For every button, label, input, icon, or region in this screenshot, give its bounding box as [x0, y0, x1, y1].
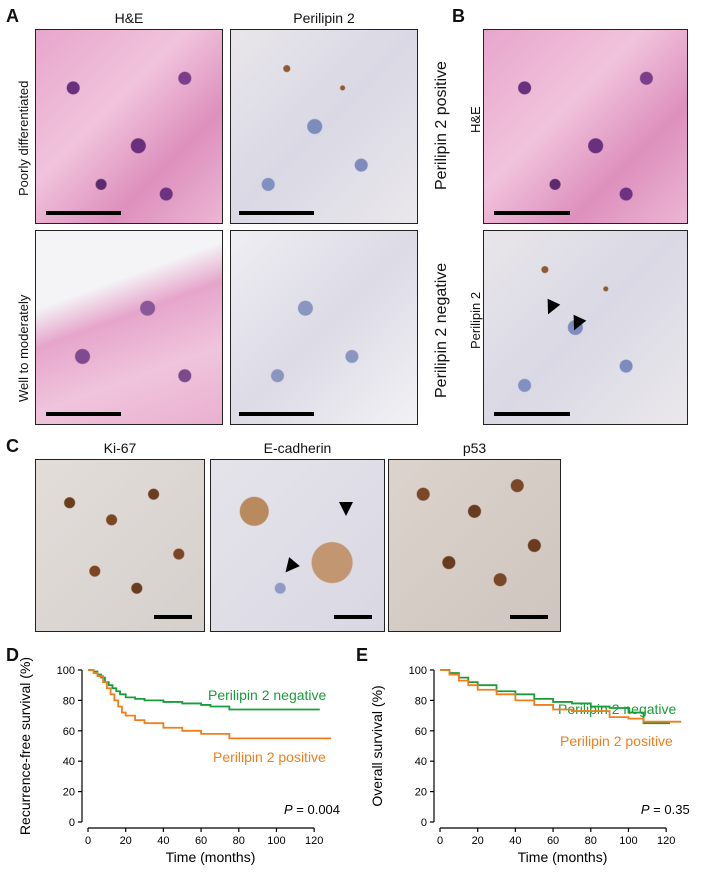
row-label-he: H&E — [468, 106, 483, 133]
x-tick-label: 0 — [437, 835, 443, 847]
y-tick-label: 20 — [63, 787, 75, 799]
perilipin-well-image — [230, 230, 418, 425]
x-tick-label: 100 — [267, 835, 285, 847]
y-tick-label: 80 — [415, 695, 427, 707]
arrowhead-icon — [280, 557, 300, 577]
y-tick-label: 20 — [415, 787, 427, 799]
p53-heading: p53 — [462, 440, 487, 456]
series-label-positive: Perilipin 2 positive — [560, 733, 673, 749]
series-label-negative: Perilipin 2 negative — [558, 701, 677, 717]
panel-a-letter: A — [6, 6, 19, 26]
row-label-well: Well to moderately — [16, 294, 31, 402]
x-tick-label: 40 — [157, 835, 169, 847]
he-poorly-image — [35, 29, 223, 224]
series-line-positive — [440, 669, 682, 723]
scale-bar — [239, 211, 314, 215]
x-tick-label: 40 — [509, 835, 521, 847]
panel-b-letter: B — [452, 6, 465, 26]
ki67-image — [35, 459, 205, 632]
arrowhead-icon — [541, 298, 561, 318]
x-tick-label: 20 — [120, 835, 132, 847]
panel-d-letter: D — [6, 645, 19, 665]
y-axis-label: Recurrence-free survival (%) — [17, 657, 33, 835]
series-label-negative: Perilipin 2 negative — [208, 687, 327, 703]
y-tick-label: 80 — [63, 695, 75, 707]
y-tick-label: 40 — [63, 756, 75, 768]
series-line-positive — [88, 669, 332, 740]
x-tick-label: 20 — [472, 835, 484, 847]
scale-bar — [154, 615, 192, 619]
p53-image — [388, 459, 561, 632]
x-axis-label: Time (months) — [166, 849, 256, 865]
p-value-label: P = 0.35 — [641, 802, 690, 817]
label-perilipin-positive: Perilipin 2 positive — [433, 61, 450, 190]
scale-bar — [494, 412, 570, 416]
x-tick-label: 120 — [305, 835, 323, 847]
x-tick-label: 100 — [619, 835, 637, 847]
x-tick-label: 0 — [85, 835, 91, 847]
scale-bar — [239, 412, 314, 416]
scale-bar — [334, 615, 372, 619]
arrowhead-icon — [339, 502, 353, 516]
scale-bar — [46, 211, 121, 215]
arrowhead-icon — [567, 314, 587, 334]
scale-bar — [494, 211, 570, 215]
series-label-positive: Perilipin 2 positive — [213, 749, 326, 765]
series-line-negative — [88, 669, 320, 711]
he-well-image — [35, 230, 223, 425]
x-tick-label: 80 — [233, 835, 245, 847]
y-tick-label: 100 — [57, 665, 75, 677]
x-axis-label: Time (months) — [518, 849, 608, 865]
p-value-label: P = 0.004 — [284, 802, 340, 817]
row-label-poorly: Poorly differentiated — [16, 80, 31, 196]
y-tick-label: 0 — [69, 817, 75, 829]
ecadherin-heading: E-cadherin — [263, 440, 332, 456]
scale-bar — [46, 412, 121, 416]
x-tick-label: 80 — [585, 835, 597, 847]
ecadherin-image — [210, 459, 385, 632]
x-tick-label: 60 — [195, 835, 207, 847]
x-tick-label: 120 — [657, 835, 675, 847]
y-tick-label: 0 — [421, 817, 427, 829]
perilipin-poorly-image — [230, 29, 418, 224]
series-line-negative — [440, 669, 670, 725]
y-tick-label: 60 — [63, 726, 75, 738]
scale-bar — [510, 615, 548, 619]
panel-e-letter: E — [356, 645, 369, 665]
panel-a-perilipin-heading: Perilipin 2 — [293, 10, 355, 26]
y-axis-label: Overall survival (%) — [369, 685, 385, 806]
he-positive-image — [483, 29, 688, 224]
x-tick-label: 60 — [547, 835, 559, 847]
panel-c-letter: C — [6, 436, 19, 456]
chart-recurrence-free: 0 20 40 60 80 100 0 20 40 60 80 100 120 Time (months)… — [17, 657, 340, 865]
y-tick-label: 60 — [415, 726, 427, 738]
panel-a-he-heading: H&E — [114, 10, 144, 26]
row-label-perilipin: Perilipin 2 — [468, 291, 483, 349]
y-tick-label: 40 — [415, 756, 427, 768]
y-tick-label: 100 — [409, 665, 427, 677]
perilipin-negative-image — [483, 230, 688, 425]
chart-overall-survival: 0 20 40 60 80 100 0 20 40 60 80 100 120 Time (months)… — [369, 665, 690, 865]
ki67-heading: Ki-67 — [103, 440, 137, 456]
label-perilipin-negative: Perilipin 2 negative — [433, 262, 450, 398]
